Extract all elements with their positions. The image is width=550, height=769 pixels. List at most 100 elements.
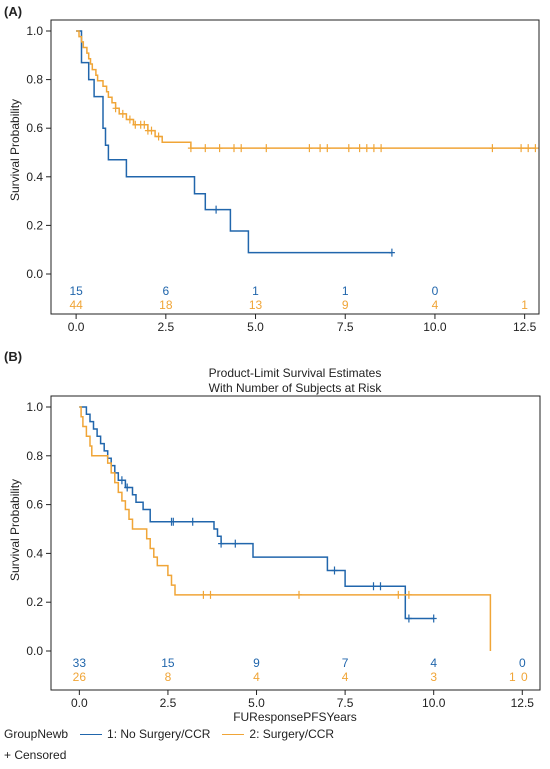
survival-curve-series-1 — [79, 406, 434, 620]
legend-entry-group2: 2: Surgery/CCR — [249, 727, 335, 741]
censor-mark — [345, 144, 352, 153]
censor-mark — [202, 144, 209, 153]
censor-mark — [207, 590, 214, 599]
x-tick-label: 7.5 — [337, 696, 354, 710]
censor-mark — [377, 582, 384, 591]
y-tick-label: 0.0 — [26, 644, 43, 658]
panel-b-y-ticks: 0.0 0.2 0.4 0.6 0.8 1.0 — [26, 400, 51, 658]
censor-mark — [200, 590, 207, 599]
x-tick-label: 10.0 — [422, 696, 446, 710]
y-tick-label: 1.0 — [26, 400, 43, 414]
censor-mark — [119, 109, 126, 118]
censor-mark — [112, 104, 119, 113]
survival-curve-series-2 — [79, 406, 492, 651]
y-tick-label: 0.2 — [26, 595, 43, 609]
censor-mark — [126, 115, 133, 124]
x-tick-label: 5.0 — [248, 696, 265, 710]
censor-mark — [263, 144, 270, 153]
legend: GroupNewb 1: No Surgery/CCR 2: Surgery/C… — [0, 725, 550, 769]
panel-b: (B) Product-Limit Survival Estimates Wit… — [4, 349, 541, 724]
panel-b-label: (B) — [4, 349, 22, 364]
censor-mark — [370, 582, 377, 591]
x-tick-label: 7.5 — [337, 320, 354, 334]
at-risk-count: 6 — [162, 284, 169, 298]
censor-mark — [356, 144, 363, 153]
x-tick-label: 10.0 — [423, 320, 447, 334]
censor-mark — [118, 476, 125, 485]
y-tick-label: 0.4 — [26, 170, 43, 184]
at-risk-count: 8 — [165, 670, 172, 684]
censor-mark — [324, 144, 331, 153]
censor-mark — [216, 144, 223, 153]
y-tick-label: 0.0 — [26, 267, 43, 281]
legend-swatch-group1 — [80, 733, 103, 735]
legend-row-groups: GroupNewb 1: No Surgery/CCR 2: Surgery/C… — [4, 727, 334, 741]
at-risk-count: 0 — [521, 670, 528, 684]
censor-mark — [378, 144, 385, 153]
at-risk-count: 3 — [430, 670, 437, 684]
panel-a-ylabel: Survival Probability — [8, 99, 22, 201]
censor-mark — [405, 590, 412, 599]
censor-mark — [231, 144, 237, 153]
y-tick-label: 0.4 — [26, 546, 43, 560]
at-risk-count: 44 — [69, 298, 83, 312]
y-tick-label: 0.8 — [26, 73, 43, 87]
legend-swatch-group2 — [222, 733, 245, 735]
panel-a-frame — [50, 19, 540, 315]
panel-a: (A) Survival Probability 0.0 0.2 0.4 0.6 0.8… — [4, 4, 540, 334]
panel-b-x-ticks: 0.0 2.5 5.0 7.5 10.0 12.5 — [71, 690, 534, 710]
censor-mark — [296, 590, 302, 599]
panel-a-curves — [76, 30, 539, 257]
censor-mark — [155, 132, 162, 141]
at-risk-count: 18 — [159, 298, 173, 312]
censor-mark — [370, 144, 377, 153]
censor-mark — [213, 205, 220, 214]
censor-mark — [405, 614, 412, 623]
censor-mark — [306, 144, 313, 153]
x-tick-label: 12.5 — [513, 320, 537, 334]
panel-a-label: (A) — [4, 4, 22, 19]
at-risk-count: 9 — [253, 656, 260, 670]
at-risk-count: 0 — [432, 284, 439, 298]
panel-a-x-ticks: 0.0 2.5 5.0 7.5 10.0 12.5 — [68, 314, 537, 334]
at-risk-count: 1 — [521, 298, 528, 312]
censor-mark — [518, 144, 525, 153]
at-risk-count: 4 — [432, 298, 439, 312]
censor-mark — [532, 144, 539, 153]
panel-a-at-risk: 15 6 1 1 0 44 18 13 9 4 1 — [69, 284, 528, 312]
y-tick-label: 1.0 — [26, 24, 43, 38]
survival-curve-series-1 — [76, 30, 392, 254]
x-tick-label: 12.5 — [511, 696, 535, 710]
x-tick-label: 2.5 — [160, 696, 177, 710]
censor-mark — [489, 144, 496, 153]
panel-b-at-risk: 33 15 9 7 4 026 8 4 4 3 1 0 — [73, 656, 528, 684]
censor-mark — [187, 144, 194, 153]
censor-mark — [218, 539, 225, 548]
y-tick-label: 0.6 — [26, 498, 43, 512]
at-risk-count: 26 — [73, 670, 87, 684]
at-risk-count: 9 — [342, 298, 349, 312]
at-risk-count: 0 — [519, 656, 526, 670]
censor-mark — [124, 483, 131, 492]
x-tick-label: 0.0 — [71, 696, 88, 710]
censor-mark — [430, 614, 437, 623]
at-risk-count: 15 — [69, 284, 83, 298]
panel-b-title: Product-Limit Survival Estimates — [209, 366, 382, 380]
legend-censored: + Censored — [4, 748, 67, 762]
censor-mark — [232, 539, 239, 548]
x-tick-label: 5.0 — [247, 320, 264, 334]
panel-b-xlabel: FUResponsePFSYears — [233, 710, 357, 724]
legend-group-title: GroupNewb — [4, 727, 69, 741]
at-risk-count: 4 — [253, 670, 260, 684]
at-risk-count: 1 — [252, 284, 259, 298]
censor-mark — [132, 120, 139, 129]
panel-b-curves — [79, 406, 492, 651]
censor-mark — [525, 144, 532, 153]
censor-mark — [331, 566, 338, 575]
at-risk-count: 7 — [342, 656, 349, 670]
y-tick-label: 0.6 — [26, 121, 43, 135]
panel-b-ylabel: Survival Probability — [8, 479, 22, 581]
at-risk-count: 13 — [249, 298, 263, 312]
x-tick-label: 0.0 — [68, 320, 85, 334]
